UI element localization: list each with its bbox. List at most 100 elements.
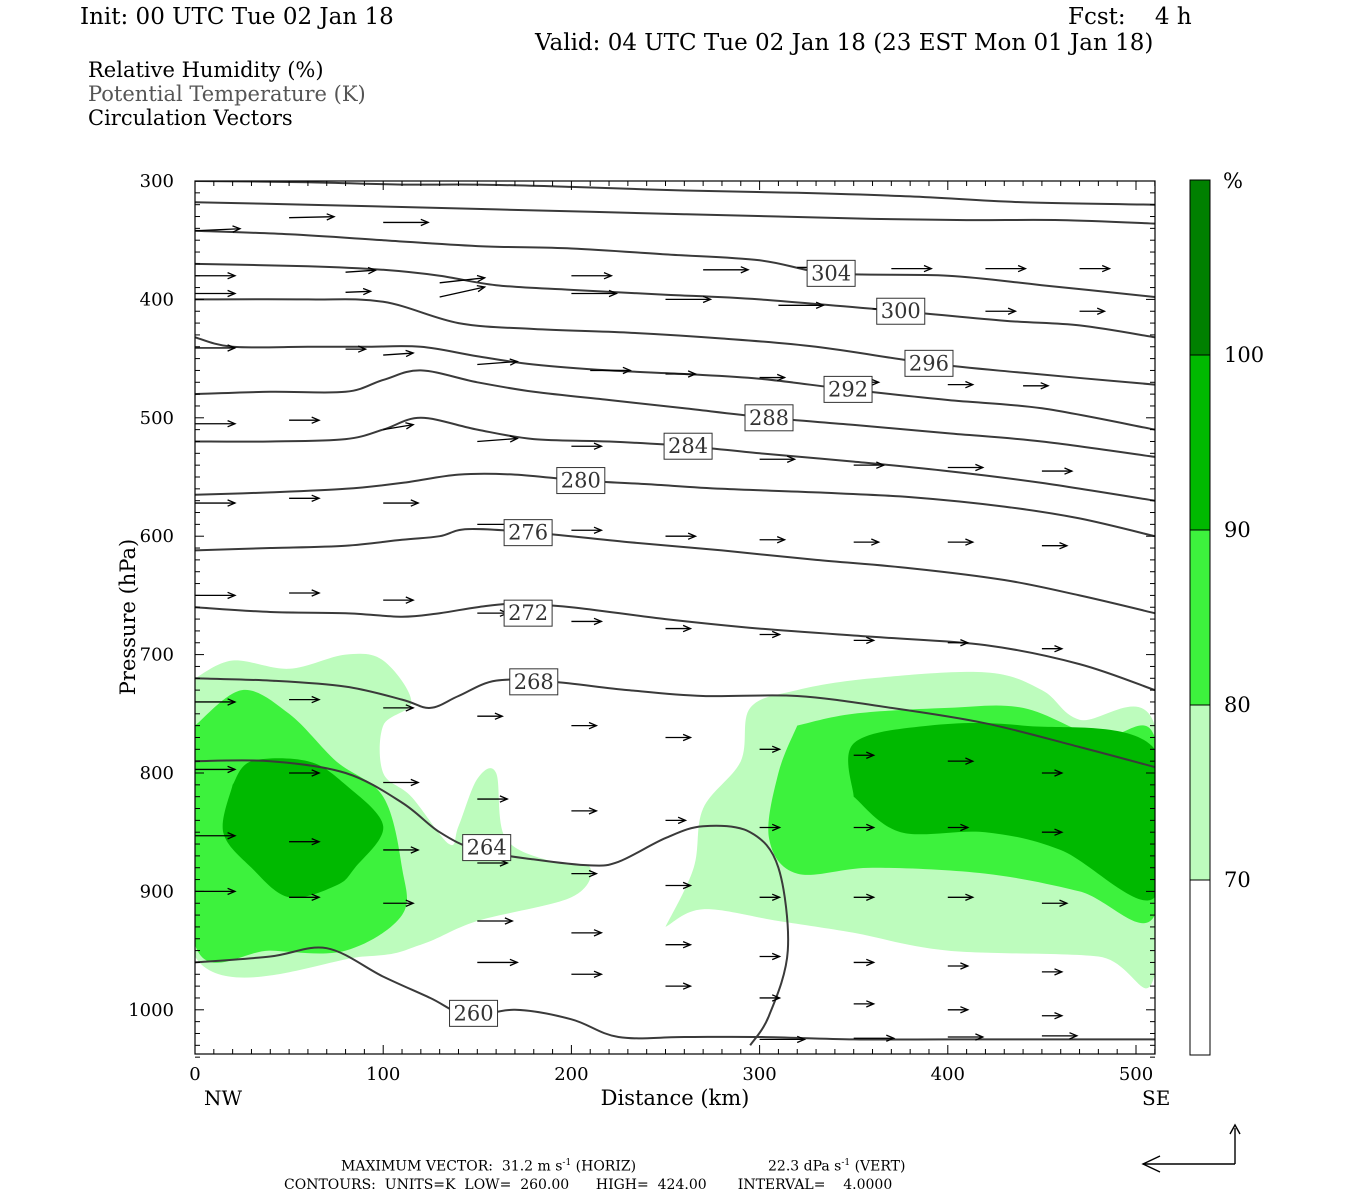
vector-arrow bbox=[383, 218, 430, 227]
vector-arrow bbox=[853, 1034, 896, 1042]
contour-label-284: 284 bbox=[663, 432, 713, 460]
vector-arrow bbox=[665, 624, 693, 633]
vector-arrow bbox=[477, 712, 504, 720]
theta-contour-272 bbox=[195, 602, 1155, 692]
vector-arrow bbox=[853, 636, 876, 645]
y-tick-label: 300 bbox=[140, 171, 174, 192]
contour-settings: CONTOURS: UNITS=K LOW= 260.00 HIGH= 424.… bbox=[284, 1177, 893, 1193]
vector-arrow bbox=[985, 307, 1018, 315]
vector-arrow bbox=[383, 704, 415, 712]
colorbar-unit: % bbox=[1223, 169, 1243, 193]
vector-arrow bbox=[759, 1035, 807, 1044]
axis-ticks bbox=[194, 180, 1156, 1058]
contour-labels: 260 264 268 272 276 280 284 288 292 296 300 304 bbox=[449, 259, 954, 1027]
vector-arrow bbox=[759, 745, 782, 753]
vector-arrow bbox=[947, 538, 975, 546]
colorbar-swatch bbox=[1190, 705, 1210, 880]
vector-arrow bbox=[345, 266, 378, 275]
contour-label-268: 268 bbox=[509, 668, 559, 696]
vector-arrow bbox=[947, 823, 970, 832]
contour-label-292: 292 bbox=[823, 375, 873, 403]
vector-arrow bbox=[1079, 307, 1107, 315]
vector-arrow bbox=[383, 846, 420, 854]
vector-arrow bbox=[289, 838, 321, 846]
svg-text:280: 280 bbox=[561, 469, 601, 493]
x-end-label-right: SE bbox=[1142, 1086, 1170, 1110]
vector-arrow bbox=[345, 287, 373, 296]
vector-arrow bbox=[665, 881, 693, 890]
legend-potential-temperature: Potential Temperature (K) bbox=[88, 82, 366, 106]
vector-arrow bbox=[1041, 1012, 1064, 1020]
vector-arrow bbox=[571, 442, 604, 450]
vector-arrow bbox=[571, 869, 599, 878]
vector-arrow bbox=[947, 1033, 985, 1041]
vector-arrow bbox=[853, 1000, 876, 1008]
vector-arrow bbox=[947, 962, 970, 970]
vector-arrow bbox=[665, 816, 688, 825]
vector-arrow bbox=[195, 225, 242, 233]
theta-contour-280 bbox=[195, 472, 1155, 538]
vector-arrow bbox=[947, 380, 975, 389]
vector-arrow bbox=[477, 609, 509, 617]
vector-arrow bbox=[1041, 1032, 1079, 1040]
vector-arrow bbox=[1079, 264, 1112, 273]
x-tick-label: 400 bbox=[931, 1064, 965, 1085]
vector-arrow bbox=[1041, 968, 1064, 976]
colorbar-labels: 70 80 90 100 bbox=[1224, 343, 1264, 892]
vector-arrow bbox=[477, 958, 519, 967]
rh-shading bbox=[195, 653, 1155, 989]
vector-arrow bbox=[665, 532, 698, 540]
theta-contour-284 bbox=[195, 416, 1155, 502]
vector-arrow bbox=[947, 893, 975, 901]
vector-arrow bbox=[1023, 382, 1050, 390]
vector-arrow bbox=[289, 893, 321, 901]
vector-arrow bbox=[1041, 828, 1064, 836]
vector-arrow bbox=[289, 416, 321, 424]
vector-arrow bbox=[947, 639, 970, 647]
plot-frame bbox=[194, 180, 1156, 1055]
svg-text:288: 288 bbox=[749, 406, 789, 430]
vector-arrow bbox=[383, 349, 415, 358]
vector-arrow bbox=[571, 807, 599, 815]
vector-arrow bbox=[759, 373, 787, 382]
theta-contour-304 bbox=[195, 229, 1155, 298]
svg-text:264: 264 bbox=[467, 836, 507, 860]
vector-arrow bbox=[195, 591, 237, 600]
vector-arrow bbox=[947, 463, 985, 472]
vector-arrow bbox=[853, 958, 876, 967]
vector-arrow bbox=[383, 778, 420, 787]
theta-contour-292 bbox=[195, 336, 1155, 431]
svg-text:300: 300 bbox=[881, 299, 921, 323]
vector-arrow bbox=[195, 698, 237, 706]
theta-contours bbox=[195, 181, 1155, 1046]
vector-arrow bbox=[759, 823, 782, 832]
vector-arrow bbox=[571, 970, 604, 978]
vector-arrow bbox=[383, 422, 415, 431]
valid-time: Valid: 04 UTC Tue 02 Jan 18 (23 EST Mon … bbox=[535, 30, 1154, 56]
vector-arrow bbox=[703, 266, 750, 274]
vector-arrow bbox=[1041, 769, 1064, 777]
colorbar-swatch bbox=[1190, 180, 1210, 355]
vector-arrow bbox=[891, 264, 933, 273]
theta-contour-288 bbox=[195, 369, 1155, 458]
vector-arrow bbox=[195, 289, 237, 298]
vector-arrow bbox=[759, 893, 782, 901]
vector-arrow bbox=[759, 536, 787, 544]
vector-arrow bbox=[289, 494, 321, 502]
vector-arrow bbox=[383, 596, 415, 604]
y-axis-label: Pressure (hPa) bbox=[116, 539, 140, 695]
vector-arrow bbox=[195, 272, 237, 280]
vector-arrow bbox=[665, 941, 693, 949]
colorbar-swatch bbox=[1190, 530, 1210, 705]
svg-text:304: 304 bbox=[811, 261, 851, 285]
colorbar bbox=[1189, 179, 1211, 1056]
theta-contour-276 bbox=[195, 527, 1155, 615]
vector-arrow bbox=[195, 344, 237, 352]
svg-text:292: 292 bbox=[828, 377, 868, 401]
vector-arrow bbox=[1041, 542, 1069, 550]
vector-arrow bbox=[289, 213, 336, 221]
svg-text:276: 276 bbox=[508, 521, 548, 545]
colorbar-swatch bbox=[1190, 880, 1210, 1055]
colorbar-frame bbox=[1189, 179, 1211, 1056]
